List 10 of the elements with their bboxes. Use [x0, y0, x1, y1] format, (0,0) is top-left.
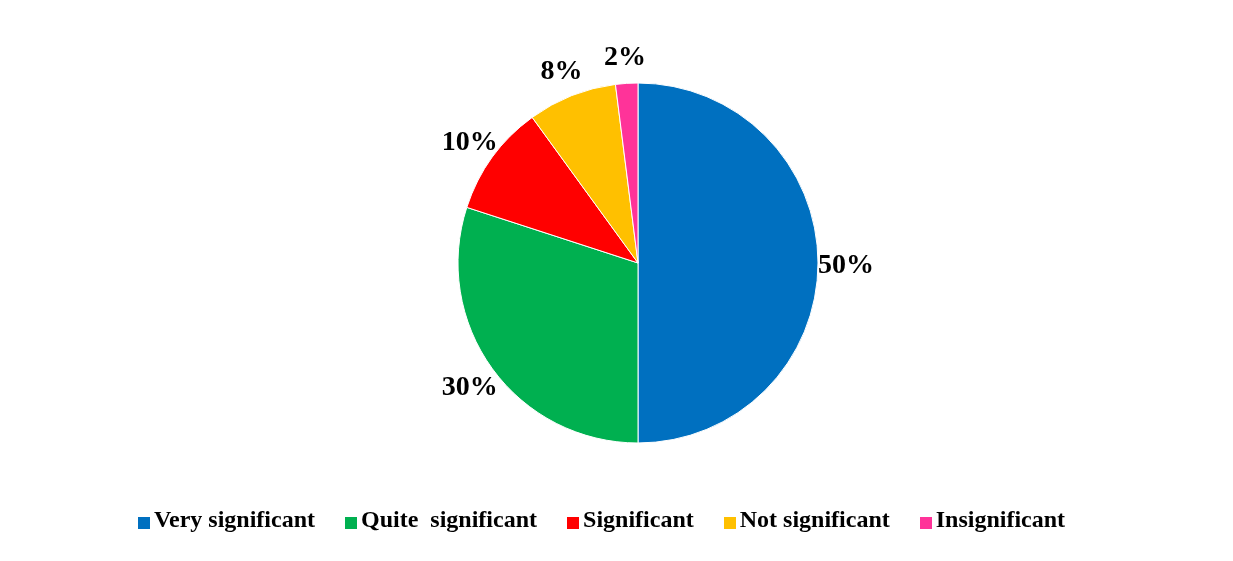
data-label: 10% [441, 125, 498, 157]
legend-label: Significant [583, 506, 694, 532]
data-label: 50% [818, 247, 874, 279]
data-label: 2% [603, 39, 646, 71]
data-label: 30% [441, 369, 498, 401]
legend-label: Not significant [739, 506, 890, 532]
data-label: 8% [540, 54, 583, 86]
legend-label: Insignificant [935, 506, 1066, 532]
legend-label: Very significant [153, 506, 316, 532]
legend-label: Quite significant [361, 506, 538, 532]
